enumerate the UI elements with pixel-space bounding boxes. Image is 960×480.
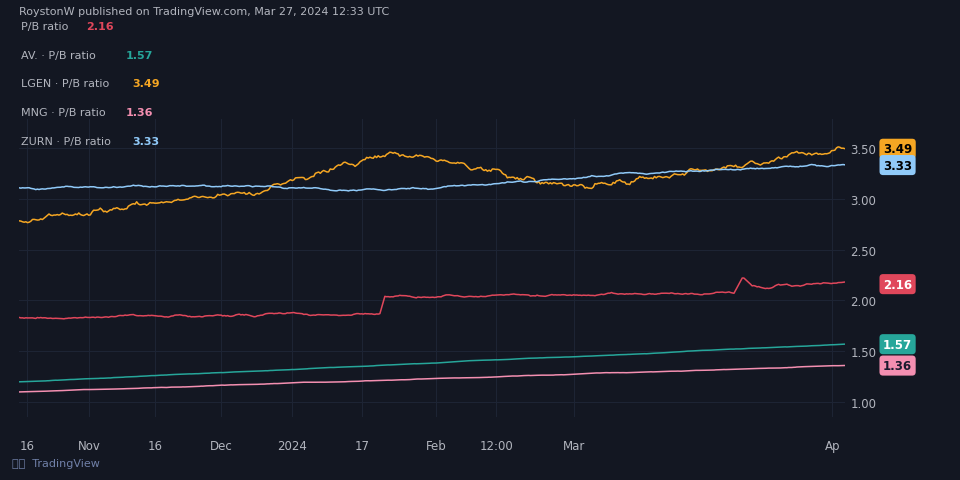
- Text: 3.33: 3.33: [883, 159, 912, 172]
- Text: 12:00: 12:00: [480, 439, 514, 452]
- Text: 2024: 2024: [276, 439, 306, 452]
- Text: 𝗧𝗩  TradingView: 𝗧𝗩 TradingView: [12, 458, 100, 468]
- Text: MNG · P/B ratio: MNG · P/B ratio: [21, 108, 106, 118]
- Text: ZURN · P/B ratio: ZURN · P/B ratio: [21, 137, 111, 147]
- Text: 16: 16: [20, 439, 35, 452]
- Text: 3.49: 3.49: [883, 143, 912, 156]
- Text: Feb: Feb: [425, 439, 446, 452]
- Text: 3.33: 3.33: [132, 137, 159, 147]
- Text: 1.36: 1.36: [126, 108, 153, 118]
- Text: 3.49: 3.49: [132, 79, 159, 89]
- Text: 2.16: 2.16: [86, 22, 114, 32]
- Text: LGEN · P/B ratio: LGEN · P/B ratio: [21, 79, 109, 89]
- Text: 2.16: 2.16: [883, 278, 912, 291]
- Text: Nov: Nov: [78, 439, 101, 452]
- Text: 1.36: 1.36: [883, 360, 912, 372]
- Text: Mar: Mar: [563, 439, 586, 452]
- Text: AV. · P/B ratio: AV. · P/B ratio: [21, 50, 96, 60]
- Text: Ap: Ap: [825, 439, 840, 452]
- Text: P/B ratio: P/B ratio: [21, 22, 68, 32]
- Text: Dec: Dec: [210, 439, 233, 452]
- Text: 1.57: 1.57: [883, 338, 912, 351]
- Text: 17: 17: [354, 439, 370, 452]
- Text: 1.57: 1.57: [126, 50, 153, 60]
- Text: RoystonW published on TradingView.com, Mar 27, 2024 12:33 UTC: RoystonW published on TradingView.com, M…: [19, 7, 390, 17]
- Text: 16: 16: [148, 439, 163, 452]
